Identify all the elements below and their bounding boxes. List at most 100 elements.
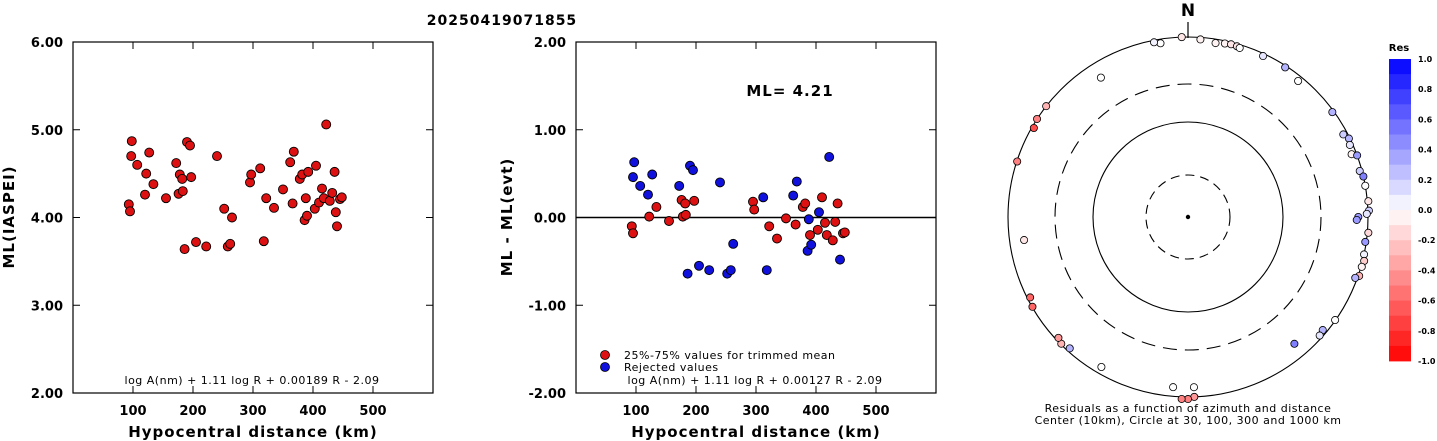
polar-stations	[1013, 33, 1373, 404]
ml-point	[191, 237, 201, 248]
station-marker	[1315, 331, 1324, 340]
station-marker	[1026, 293, 1035, 302]
panel-ml-frame	[72, 41, 434, 394]
colorbar-cell	[1389, 74, 1411, 90]
ml-point	[126, 136, 137, 147]
polar-caption-line2: Center (10km), Circle at 30, 100, 300 an…	[1035, 414, 1342, 427]
panel-ml-xlabel: Hypocentral distance (km)	[128, 423, 378, 441]
station-marker	[1211, 39, 1220, 48]
colorbar-cell	[1389, 149, 1411, 166]
colorbar-tick-label: -0.2	[1418, 236, 1436, 245]
panel-residual-xlabel: Hypocentral distance (km)	[631, 423, 881, 441]
res-point	[694, 260, 704, 271]
res-point	[832, 198, 843, 209]
station-marker	[1054, 333, 1063, 342]
ml-point	[148, 179, 159, 190]
ml-point	[179, 244, 190, 255]
res-ytick-label: 2.00	[534, 36, 566, 51]
station-marker	[1177, 33, 1186, 42]
res-point	[680, 198, 691, 209]
ml-point	[303, 166, 314, 177]
station-marker	[1339, 130, 1348, 139]
station-marker	[1361, 181, 1370, 190]
ml-point	[336, 192, 347, 203]
res-point	[820, 217, 830, 228]
station-marker	[1189, 383, 1198, 392]
ml-xtick-label: 100	[119, 404, 146, 419]
ml-point	[177, 173, 188, 184]
ml-ytick-label: 2.00	[31, 387, 63, 402]
res-point	[790, 219, 801, 230]
colorbar-tick-label: 0.4	[1418, 146, 1433, 155]
panel-polar: N Residuals as a function of azimuth and…	[1007, 1, 1373, 427]
station-marker	[1359, 172, 1368, 181]
ml-point	[219, 203, 230, 214]
station-marker	[1331, 316, 1340, 325]
station-marker	[1028, 302, 1037, 311]
station-marker	[1364, 197, 1373, 206]
station-marker	[1235, 43, 1244, 52]
station-marker	[1352, 215, 1361, 224]
ml-point	[132, 159, 143, 170]
station-marker	[1281, 63, 1290, 72]
ml-point	[300, 193, 311, 204]
ml-point	[302, 210, 312, 221]
colorbar-cell	[1389, 225, 1411, 241]
colorbar-cells	[1389, 59, 1411, 362]
res-ytick-label: -2.00	[529, 387, 566, 402]
ml-point	[144, 147, 155, 158]
colorbar-cell	[1389, 285, 1411, 301]
colorbar-cell	[1389, 345, 1411, 362]
res-point	[635, 180, 646, 191]
ml-point	[258, 236, 269, 247]
legend-marker-trimmed	[600, 350, 610, 360]
res-point	[839, 227, 850, 238]
station-marker	[1353, 151, 1362, 160]
res-point	[772, 233, 782, 244]
res-point	[628, 228, 638, 239]
res-xtick-label: 500	[862, 404, 889, 419]
res-point	[803, 214, 814, 225]
res-point	[688, 165, 698, 176]
res-point	[644, 211, 655, 222]
ml-xtick-label: 300	[239, 404, 266, 419]
colorbar-tick-label: 0.8	[1418, 85, 1433, 94]
station-marker	[1259, 52, 1268, 61]
ml-point	[317, 183, 327, 194]
ml-point	[201, 241, 212, 252]
panel-ml-formula: log A(nm) + 1.11 log R + 0.00189 R - 2.0…	[125, 374, 380, 387]
station-marker	[1290, 339, 1299, 348]
ml-point	[140, 189, 150, 200]
ml-point	[311, 160, 321, 171]
ml-point	[212, 151, 222, 162]
ml-annotation: ML= 4.21	[746, 82, 833, 100]
ml-point	[330, 207, 341, 218]
ml-point	[288, 146, 299, 157]
station-marker	[1364, 228, 1373, 237]
res-point	[806, 239, 817, 250]
ml-point	[227, 212, 237, 223]
res-point	[664, 216, 674, 226]
res-point	[725, 265, 736, 276]
res-point	[812, 224, 823, 235]
colorbar-cell	[1389, 89, 1411, 105]
res-point	[680, 209, 691, 220]
res-point	[800, 198, 811, 209]
ml-point	[261, 193, 272, 204]
res-point	[791, 176, 802, 187]
north-label: N	[1181, 1, 1195, 21]
station-marker	[1328, 108, 1337, 117]
station-marker	[1294, 76, 1303, 85]
res-point	[682, 268, 693, 279]
ml-xtick-label: 500	[359, 404, 386, 419]
ml-point	[321, 119, 332, 130]
station-marker	[1344, 134, 1353, 143]
ml-point	[126, 151, 137, 162]
colorbar-cell	[1389, 194, 1411, 211]
colorbar-cell	[1389, 104, 1411, 120]
panel-ml-ylabel: ML(IASPEI)	[0, 165, 18, 268]
station-marker	[1357, 262, 1366, 271]
station-marker	[1362, 209, 1371, 218]
ml-point	[278, 184, 288, 195]
station-marker	[1096, 73, 1105, 82]
